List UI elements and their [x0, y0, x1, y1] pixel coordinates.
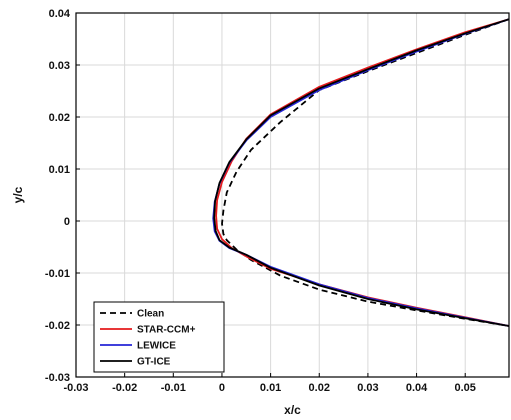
x-axis-label: x/c [284, 403, 301, 417]
y-tick-label: 0.02 [49, 112, 70, 124]
legend-label: STAR-CCM+ [137, 325, 196, 336]
y-tick-label: 0.03 [49, 60, 70, 72]
legend: Clean STAR-CCM+ LEWICE GT-ICE [93, 301, 225, 373]
y-axis: -0.03 -0.02 -0.01 0 0.01 0.02 0.03 0.04 [45, 8, 80, 384]
y-tick-label: -0.01 [45, 268, 70, 280]
legend-label: Clean [137, 309, 164, 320]
x-tick-label: 0.01 [260, 382, 281, 394]
series-line-clean [221, 18, 510, 327]
plot-frame [75, 12, 510, 378]
series-line-lewice [212, 18, 510, 327]
x-tick-label: -0.02 [112, 382, 137, 394]
y-axis-label: y/c [11, 186, 25, 203]
series-group [212, 18, 510, 327]
y-tick-label: 0 [64, 216, 70, 228]
y-tick-label: -0.02 [45, 320, 70, 332]
x-tick-label: -0.03 [63, 382, 88, 394]
x-tick-label: 0.02 [309, 382, 330, 394]
legend-label: LEWICE [137, 341, 176, 352]
x-tick-label: 0 [219, 382, 225, 394]
y-tick-label: 0.01 [49, 164, 70, 176]
x-tick-label: 0.04 [406, 382, 428, 394]
y-tick-label: -0.03 [45, 372, 70, 384]
series-line-gt-ice [213, 18, 510, 327]
y-tick-label: 0.04 [49, 8, 71, 20]
x-axis: -0.03 -0.02 -0.01 0 0.01 0.02 0.03 0.04 0.05 [63, 373, 476, 394]
x-tick-label: 0.03 [357, 382, 378, 394]
legend-label: GT-ICE [137, 357, 171, 368]
x-tick-label: -0.01 [161, 382, 186, 394]
x-tick-label: 0.05 [455, 382, 476, 394]
